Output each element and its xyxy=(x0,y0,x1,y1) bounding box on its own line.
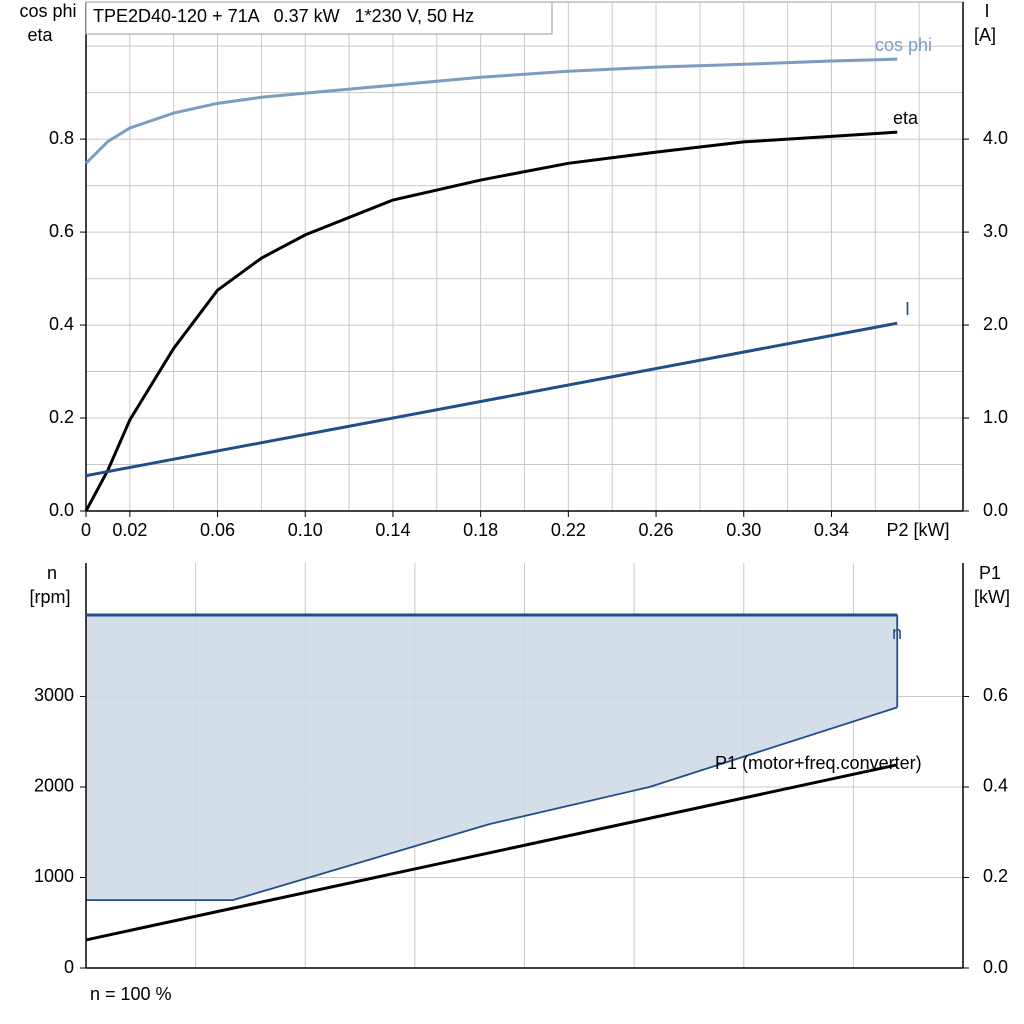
y2-tick-label: 0.0 xyxy=(983,500,1008,520)
y2-tick-label: 0.2 xyxy=(983,866,1008,886)
x-tick-label: 0.10 xyxy=(288,520,323,540)
y2-tick-label: 2.0 xyxy=(983,314,1008,334)
y-tick-label: 0 xyxy=(64,957,74,977)
y2-axis-label: [kW] xyxy=(974,587,1010,607)
title-box xyxy=(85,1,553,35)
y-tick-label: 0.4 xyxy=(49,314,74,334)
x-tick-label: 0.26 xyxy=(639,520,674,540)
y2-tick-label: 3.0 xyxy=(983,221,1008,241)
curve-label: I xyxy=(905,299,910,319)
y2-axis-label: I xyxy=(984,1,989,21)
y-tick-label: 3000 xyxy=(34,685,74,705)
y2-tick-label: 0.4 xyxy=(983,776,1008,796)
y2-axis-label: P1 xyxy=(979,563,1001,583)
x-tick-label: 0.02 xyxy=(112,520,147,540)
y2-tick-label: 0.6 xyxy=(983,685,1008,705)
y-tick-label: 2000 xyxy=(34,776,74,796)
y-axis-label: cos phi xyxy=(19,1,76,21)
curve xyxy=(84,130,898,512)
y-tick-label: 1000 xyxy=(34,866,74,886)
y-tick-label: 0.6 xyxy=(49,221,74,241)
y-tick-label: 0.8 xyxy=(49,128,74,148)
chart-title: TPE2D40-120 + 71A 0.37 kW 1*230 V, 50 Hz xyxy=(93,6,474,26)
y2-tick-label: 4.0 xyxy=(983,128,1008,148)
y-tick-label: 0.2 xyxy=(49,407,74,427)
y2-tick-label: 1.0 xyxy=(983,407,1008,427)
y-axis-label: n xyxy=(47,563,57,583)
x-tick-label: 0.18 xyxy=(463,520,498,540)
x-tick-label: 0.06 xyxy=(200,520,235,540)
y2-axis-label: [A] xyxy=(974,25,996,45)
x-tick-label: 0 xyxy=(81,520,91,540)
x-tick-label: 0.22 xyxy=(551,520,586,540)
curve xyxy=(85,763,898,942)
y-axis-label: [rpm] xyxy=(29,587,70,607)
curve-label: n xyxy=(892,623,902,643)
curve-label: P1 (motor+freq.converter) xyxy=(715,753,922,773)
x-axis-label: P2 [kW] xyxy=(886,520,949,540)
x-tick-label: 0.34 xyxy=(814,520,849,540)
operating-range xyxy=(86,615,898,901)
curve-label: eta xyxy=(893,108,919,128)
curve xyxy=(85,321,898,478)
curve-label: cos phi xyxy=(875,35,932,55)
x-tick-label: 0.14 xyxy=(375,520,410,540)
curve xyxy=(84,57,898,165)
x-tick-label: 0.30 xyxy=(726,520,761,540)
note: n = 100 % xyxy=(90,984,172,1004)
y2-tick-label: 0.0 xyxy=(983,957,1008,977)
range-edge xyxy=(86,706,898,902)
y-tick-label: 0.0 xyxy=(49,500,74,520)
y-axis-label: eta xyxy=(27,25,53,45)
